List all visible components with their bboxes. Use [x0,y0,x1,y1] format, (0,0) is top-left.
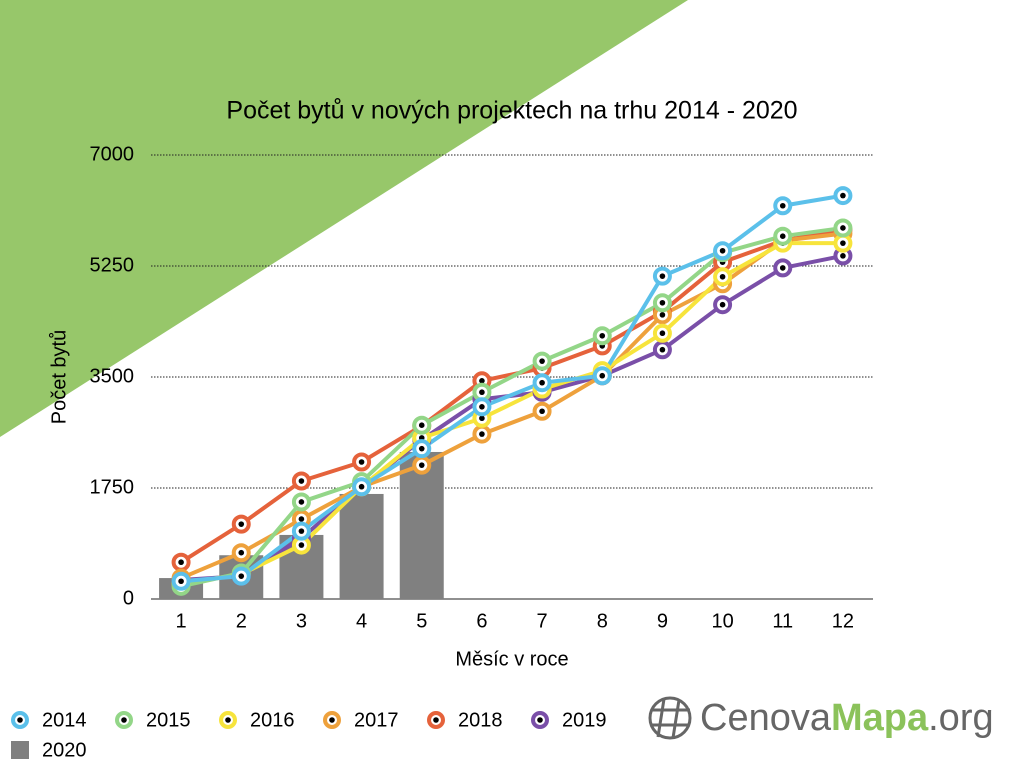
x-tick-label: 5 [416,610,427,632]
legend-label: 2019 [562,709,607,731]
marker-center [779,202,786,209]
marker-center [659,312,666,318]
x-tick-label: 7 [537,610,548,632]
y-tick-label: 7000 [90,143,135,165]
marker-center [659,273,666,279]
line [180,241,843,586]
x-tick-label: 2 [236,610,247,632]
x-tick-label: 4 [356,610,367,632]
logo-text: CenovaMapa.org [700,697,994,739]
x-tick-label: 10 [711,610,733,632]
legend-swatch-center [225,717,231,723]
y-tick-label: 5250 [90,254,135,276]
logo-grid [651,698,690,739]
marker-center [238,549,245,556]
marker-center [178,559,184,566]
x-tick-label: 11 [772,610,793,632]
marker-center [418,462,425,468]
legend-swatch-center [433,717,439,723]
marker-center [779,265,786,271]
marker-center [298,528,305,534]
x-axis-label: Měsíc v roce [455,648,568,670]
legend-label: 2016 [250,709,295,731]
marker-center [479,389,485,396]
y-tick-label: 3500 [90,365,135,387]
x-tick-label: 9 [657,610,668,632]
legend-label: 2018 [458,709,503,731]
x-tick-label: 8 [597,610,608,632]
marker-center [238,521,245,527]
marker-center [479,404,485,410]
marker-center [298,478,305,484]
marker-center [719,273,726,280]
background-triangle [0,0,688,437]
marker-center [358,459,365,465]
marker-center [599,372,606,379]
marker-center [539,408,545,415]
line [180,225,844,589]
x-tick-label: 3 [296,610,307,632]
marker-center [840,240,846,246]
marker-center [539,379,545,386]
line [180,193,844,584]
marker-center [238,573,245,579]
marker-center [298,499,305,505]
logo-part: Cenova [700,697,832,739]
marker-center [358,483,365,490]
marker-center [479,415,485,422]
logo-part: .org [928,697,993,739]
x-tick-label: 1 [176,610,187,632]
marker-center [418,445,425,452]
y-tick-label: 0 [123,587,134,609]
marker-center [659,346,666,353]
y-tick-label: 1750 [90,476,135,498]
logo-part: Mapa [831,697,929,739]
marker-center [479,431,485,437]
marker-center [840,225,846,231]
marker-center [178,578,184,585]
marker-center [298,516,305,522]
marker-center [659,330,666,337]
x-tick-label: 6 [476,610,487,632]
marker-center [719,247,726,254]
legend-label: 2017 [354,709,399,731]
legend-swatch-center [17,717,23,723]
marker-center [659,299,666,306]
bar [399,451,444,599]
marker-center [719,301,726,308]
y-axis-label: Počet bytů [48,330,70,425]
marker-center [840,253,846,259]
bar [339,493,384,599]
legend-label: 2015 [146,709,191,731]
legend-label: 2014 [42,709,87,731]
x-tick-label: 12 [832,610,854,632]
logo-globe [648,696,692,740]
marker-center [779,233,786,239]
marker-center [599,332,606,339]
line [180,231,844,580]
marker-center [539,358,545,364]
chart-title: Počet bytů v nových projektech na trhu 2… [226,97,797,125]
logo: CenovaMapa.org [648,696,994,740]
marker-center [298,542,305,548]
legend-label: 2020 [42,739,87,761]
marker-center [418,422,425,429]
legend-swatch [11,741,29,759]
marker-center [840,192,846,199]
legend-swatch-center [329,717,335,723]
marker-center [479,378,485,384]
legend-swatch-center [537,717,543,723]
legend-swatch-center [121,717,127,723]
